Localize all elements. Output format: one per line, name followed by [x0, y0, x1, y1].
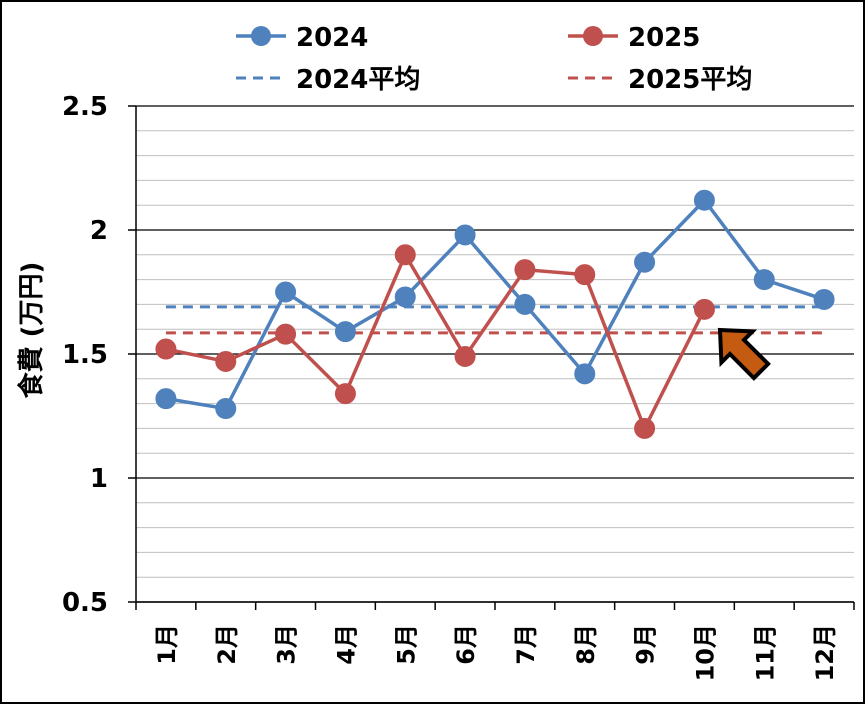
- x-tick-label: 2月: [213, 624, 241, 665]
- data-point: [155, 338, 177, 360]
- legend-item: 2024平均: [236, 65, 420, 95]
- x-tick-label: 7月: [512, 624, 540, 665]
- legend-label: 2025: [628, 23, 700, 53]
- legend-marker: [251, 26, 271, 46]
- data-point: [514, 293, 536, 315]
- data-point: [454, 345, 476, 367]
- data-point: [275, 281, 297, 303]
- y-tick-label: 2: [90, 216, 108, 246]
- data-point: [574, 363, 596, 385]
- legend-label: 2025平均: [628, 65, 752, 95]
- data-point: [334, 383, 356, 405]
- x-tick-label: 4月: [332, 624, 360, 665]
- data-point: [334, 321, 356, 343]
- x-tick-label: 8月: [572, 624, 600, 665]
- data-point: [514, 259, 536, 281]
- data-point: [275, 323, 297, 345]
- y-tick-label: 1: [90, 464, 108, 494]
- data-point: [574, 264, 596, 286]
- series-line: [165, 197, 825, 411]
- data-point: [215, 398, 237, 420]
- x-tick-label: 1月: [153, 624, 181, 665]
- data-point: [394, 244, 416, 266]
- data-point: [753, 269, 775, 291]
- legend-label: 2024平均: [296, 65, 420, 95]
- legend-marker: [583, 26, 603, 46]
- x-tick-label: 3月: [273, 624, 301, 665]
- arrow-annotation: [717, 327, 771, 381]
- data-point: [454, 224, 476, 246]
- series-lines: [155, 189, 835, 439]
- data-point: [693, 298, 715, 320]
- series-line: [165, 250, 706, 433]
- legend-item: 2025平均: [568, 65, 752, 95]
- data-point: [693, 189, 715, 211]
- legend-item: 2025: [568, 23, 700, 53]
- x-tick-label: 6月: [452, 624, 480, 665]
- data-point: [215, 350, 237, 372]
- data-point: [394, 286, 416, 308]
- legend-item: 2024: [236, 23, 368, 53]
- y-tick-label: 1.5: [62, 340, 108, 370]
- y-tick-label: 2.5: [62, 92, 108, 122]
- arrow-annotation-icon: [717, 327, 771, 381]
- data-point: [813, 288, 835, 310]
- legend: 2024 2025 2024平均 2025平均: [236, 23, 752, 95]
- y-tick-label: 0.5: [62, 588, 108, 618]
- data-point: [634, 251, 656, 273]
- y-tick-labels: 0.5 1 1.5 2 2.5: [62, 92, 108, 618]
- data-point: [155, 388, 177, 410]
- x-tick-label: 5月: [392, 624, 420, 665]
- x-tick-label: 11月: [751, 624, 779, 681]
- x-tick-label: 9月: [632, 624, 660, 665]
- axes: [128, 105, 855, 610]
- x-tick-label: 10月: [691, 624, 719, 681]
- x-tick-label: 12月: [811, 624, 839, 681]
- x-tick-labels: 1月 2月 3月 4月 5月 6月 7月 8月 9月 10月 11月 12月: [153, 624, 839, 681]
- legend-label: 2024: [296, 23, 368, 53]
- y-axis-label: 食費 (万円): [16, 262, 47, 399]
- data-point: [634, 417, 656, 439]
